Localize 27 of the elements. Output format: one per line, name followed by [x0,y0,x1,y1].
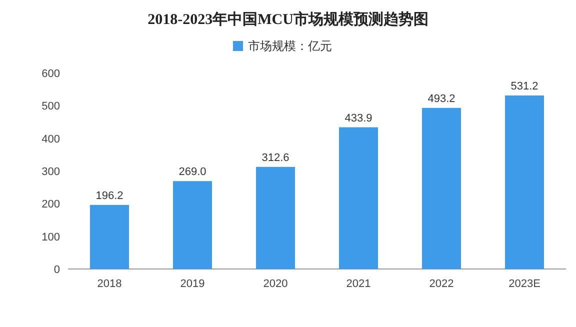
y-tick-label: 100 [42,231,60,244]
chart-title: 2018-2023年中国MCU市场规模预测趋势图 [148,10,428,28]
x-tick-label: 2018 [97,278,122,290]
text: 196.2 [96,190,124,202]
legend-label: 市场规模：亿元 [248,39,332,53]
y-tick-label: 300 [42,166,60,178]
text: 269.0 [178,166,206,178]
bar [422,108,462,269]
x-tick-label: 2023E [508,278,540,290]
text: 531.2 [510,80,538,92]
y-tick-label: 400 [42,133,60,146]
x-tick-label: 2021 [346,278,371,290]
x-tick-label: 2022 [429,278,454,290]
text: 312.6 [262,152,290,164]
text: 433.9 [344,112,372,124]
bar [504,95,544,269]
y-tick-label: 600 [42,68,60,80]
y-tick-label: 500 [42,100,60,113]
bar [338,127,378,269]
y-tick-label: 200 [42,198,60,211]
bar [256,166,296,269]
x-tick-label: 2019 [180,278,205,290]
bar [172,181,212,269]
x-tick-label: 2020 [263,278,288,290]
y-tick-label: 0 [54,264,60,276]
bar [90,204,130,269]
text: 493.2 [428,92,456,105]
